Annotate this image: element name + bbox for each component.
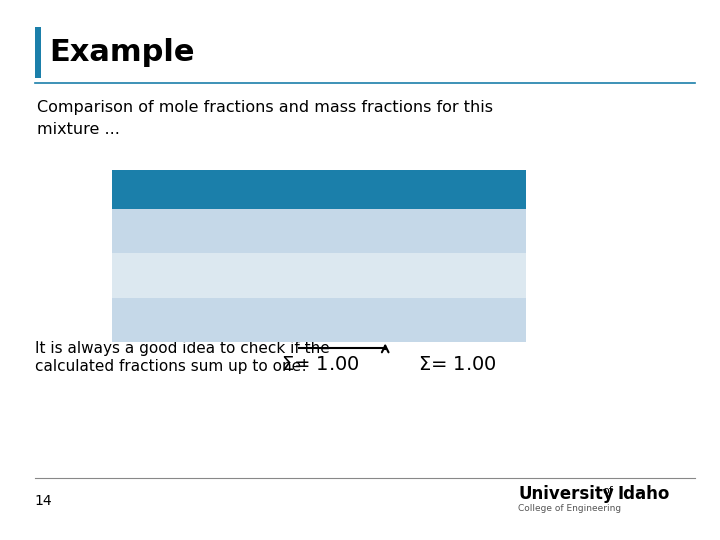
Text: He: He [171,266,193,285]
Text: $\Sigma$= 1.00: $\Sigma$= 1.00 [418,355,497,374]
Text: 0.26: 0.26 [302,310,339,329]
Text: University: University [518,485,614,503]
Text: calculated fractions sum up to one!: calculated fractions sum up to one! [35,359,307,374]
Text: College of Engineering: College of Engineering [518,504,621,513]
Text: 14: 14 [35,494,52,508]
Text: Example: Example [50,38,195,67]
Text: Component: Component [128,180,235,199]
Text: $\Sigma$= 1.00: $\Sigma$= 1.00 [281,355,360,374]
Text: Ar: Ar [173,222,191,240]
Text: 0.54: 0.54 [302,266,339,285]
Text: w: w [451,180,464,199]
Text: 0.458: 0.458 [433,222,481,240]
Text: 0.124: 0.124 [433,266,481,285]
Text: of: of [602,487,613,496]
Text: y: y [315,180,325,199]
Text: It is always a good idea to check if the: It is always a good idea to check if the [35,341,329,356]
Text: Idaho: Idaho [618,485,670,503]
Text: 0.20: 0.20 [302,222,339,240]
Text: CO: CO [169,310,194,329]
Text: Comparison of mole fractions and mass fractions for this
mixture ...: Comparison of mole fractions and mass fr… [37,100,493,137]
Text: 0.418: 0.418 [433,310,481,329]
